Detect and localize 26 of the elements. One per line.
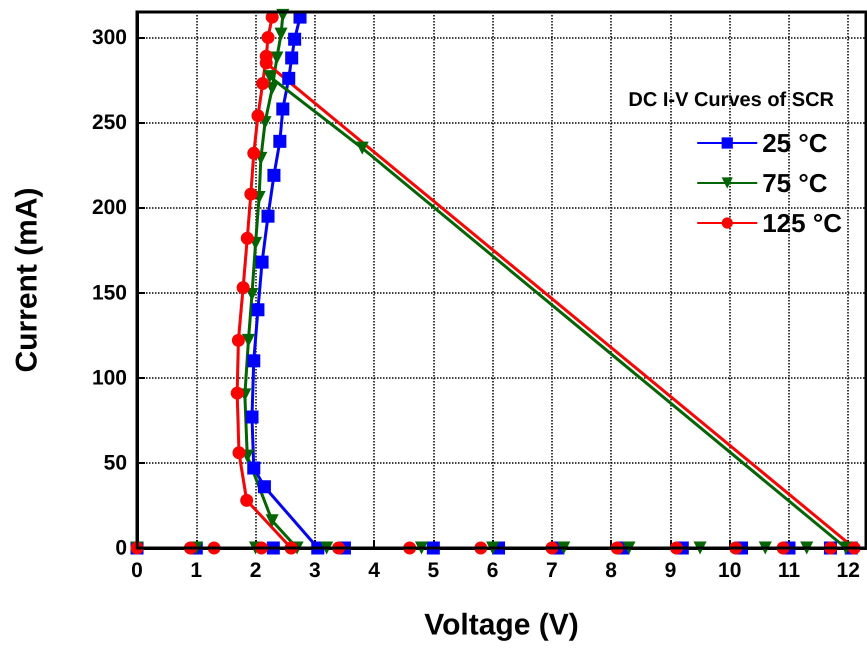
x-tick-label: 8 [605,559,618,582]
y-tick-label: 0 [115,536,127,560]
y-tick-label: 300 [92,26,127,50]
x-tick-label: 1 [190,559,202,582]
legend-label: 75 °C [762,168,828,198]
y-axis-title: Current (mA) [10,188,44,372]
x-tick-label: 0 [131,559,143,582]
x-tick-label: 10 [718,559,742,582]
x-tick-label: 4 [368,559,380,582]
x-axis-title: Voltage (V) [424,608,579,642]
x-tick-label: 11 [778,559,800,582]
x-tick-label: 6 [486,559,498,582]
x-tick-label: 7 [546,559,558,582]
y-tick-label: 150 [92,281,127,304]
legend-label: 125 °C [762,208,842,238]
legend-label: 25 °C [762,128,828,158]
x-tick-label: 5 [428,559,440,582]
y-tick-label: 50 [104,451,127,474]
x-tick-label: 3 [308,559,321,582]
x-tick-label: 12 [836,559,860,582]
x-tick-label: 2 [250,559,262,582]
legend-title: DC I-V Curves of SCR [628,89,835,111]
y-tick-label: 250 [92,111,127,134]
y-tick-label: 100 [92,366,127,390]
y-tick-label: 200 [92,196,127,220]
x-tick-label: 9 [664,559,676,582]
